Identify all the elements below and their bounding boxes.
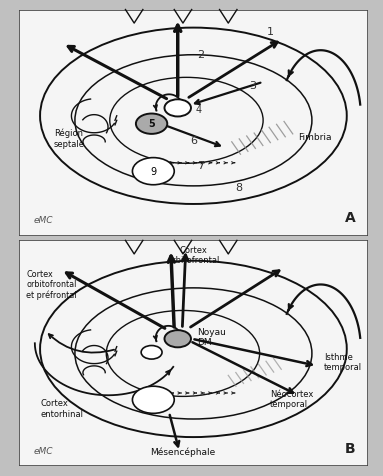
Circle shape (164, 99, 191, 117)
Text: 4: 4 (195, 105, 201, 115)
Text: 6: 6 (190, 136, 197, 146)
Text: Cortex
orbitofrontal: Cortex orbitofrontal (167, 246, 219, 266)
Text: eMC: eMC (33, 447, 52, 456)
Text: Noyau
DM: Noyau DM (197, 328, 226, 347)
Circle shape (133, 386, 174, 413)
Text: 9: 9 (150, 167, 156, 177)
Circle shape (133, 158, 174, 185)
FancyBboxPatch shape (19, 240, 368, 466)
Text: 5: 5 (148, 119, 155, 129)
Text: 8: 8 (235, 183, 242, 193)
Text: Région
septale: Région septale (54, 128, 85, 149)
Text: A: A (345, 211, 356, 226)
Circle shape (164, 330, 191, 347)
Text: 3: 3 (249, 81, 256, 91)
Text: Cortex
entorhinal: Cortex entorhinal (40, 399, 83, 418)
Text: Mésencéphale: Mésencéphale (151, 448, 216, 457)
Text: 2: 2 (197, 50, 204, 60)
Text: B: B (345, 442, 355, 456)
Circle shape (141, 346, 162, 359)
Text: Fimbria: Fimbria (298, 133, 331, 142)
Text: Néocortex
temporal: Néocortex temporal (270, 390, 313, 409)
Text: Cortex
orbitofrontal
et préfrontal: Cortex orbitofrontal et préfrontal (26, 270, 77, 300)
Text: 1: 1 (267, 27, 273, 37)
Text: Isthme
temporal: Isthme temporal (324, 353, 362, 372)
Circle shape (136, 113, 167, 134)
Text: eMC: eMC (33, 217, 52, 226)
Text: 7: 7 (197, 160, 204, 170)
FancyBboxPatch shape (19, 10, 368, 236)
